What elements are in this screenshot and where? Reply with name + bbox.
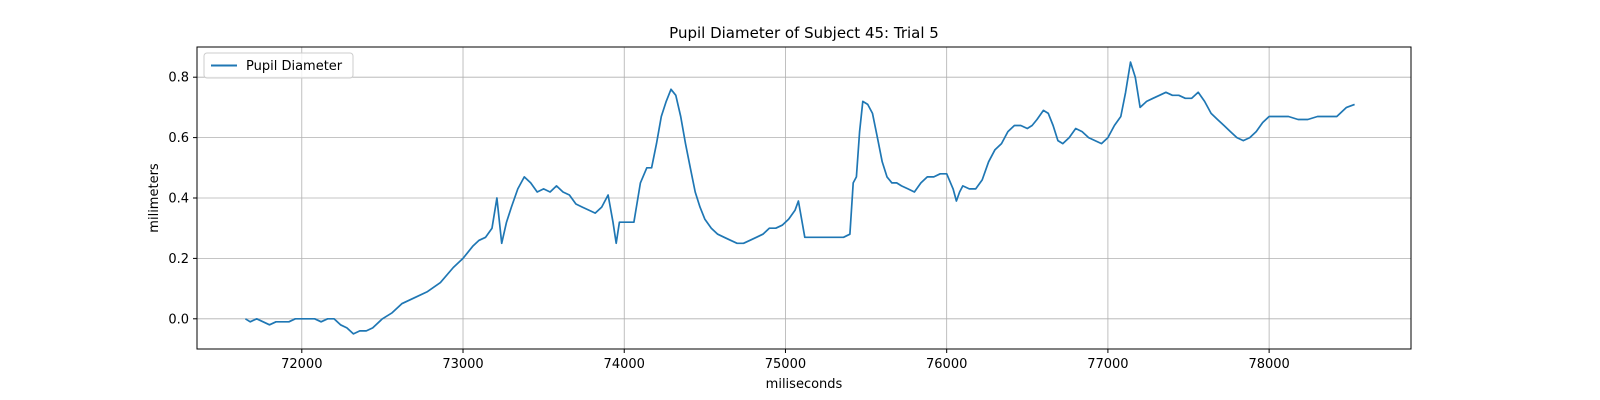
- x-tick-label: 78000: [1248, 357, 1289, 372]
- y-tick-label: 0.0: [168, 312, 189, 327]
- series-line-pupil-diameter: [244, 61, 1355, 335]
- x-tick-label: 76000: [926, 357, 967, 372]
- y-tick-label: 0.8: [168, 71, 189, 86]
- legend-box: [203, 52, 354, 79]
- y-tick-label: 0.4: [168, 192, 189, 207]
- x-tick-label: 75000: [765, 357, 806, 372]
- x-axis-label: miliseconds: [766, 377, 843, 392]
- chart-title: Pupil Diameter of Subject 45: Trial 5: [669, 24, 939, 42]
- x-tick-label: 72000: [281, 357, 322, 372]
- legend: Pupil Diameter: [203, 52, 354, 79]
- series-layer: [244, 61, 1355, 335]
- x-ticks: 72000 73000 74000 75000 76000 77000 78000: [281, 349, 1290, 372]
- x-tick-label: 73000: [442, 357, 483, 372]
- x-tick-label: 74000: [604, 357, 645, 372]
- legend-label: Pupil Diameter: [246, 59, 343, 74]
- grid: [197, 47, 1411, 349]
- y-tick-label: 0.2: [168, 252, 189, 267]
- y-ticks: 0.0 0.2 0.4 0.6 0.8: [168, 71, 197, 327]
- y-axis-label: milimeters: [147, 163, 162, 233]
- x-tick-label: 77000: [1087, 357, 1128, 372]
- y-tick-label: 0.6: [168, 131, 189, 146]
